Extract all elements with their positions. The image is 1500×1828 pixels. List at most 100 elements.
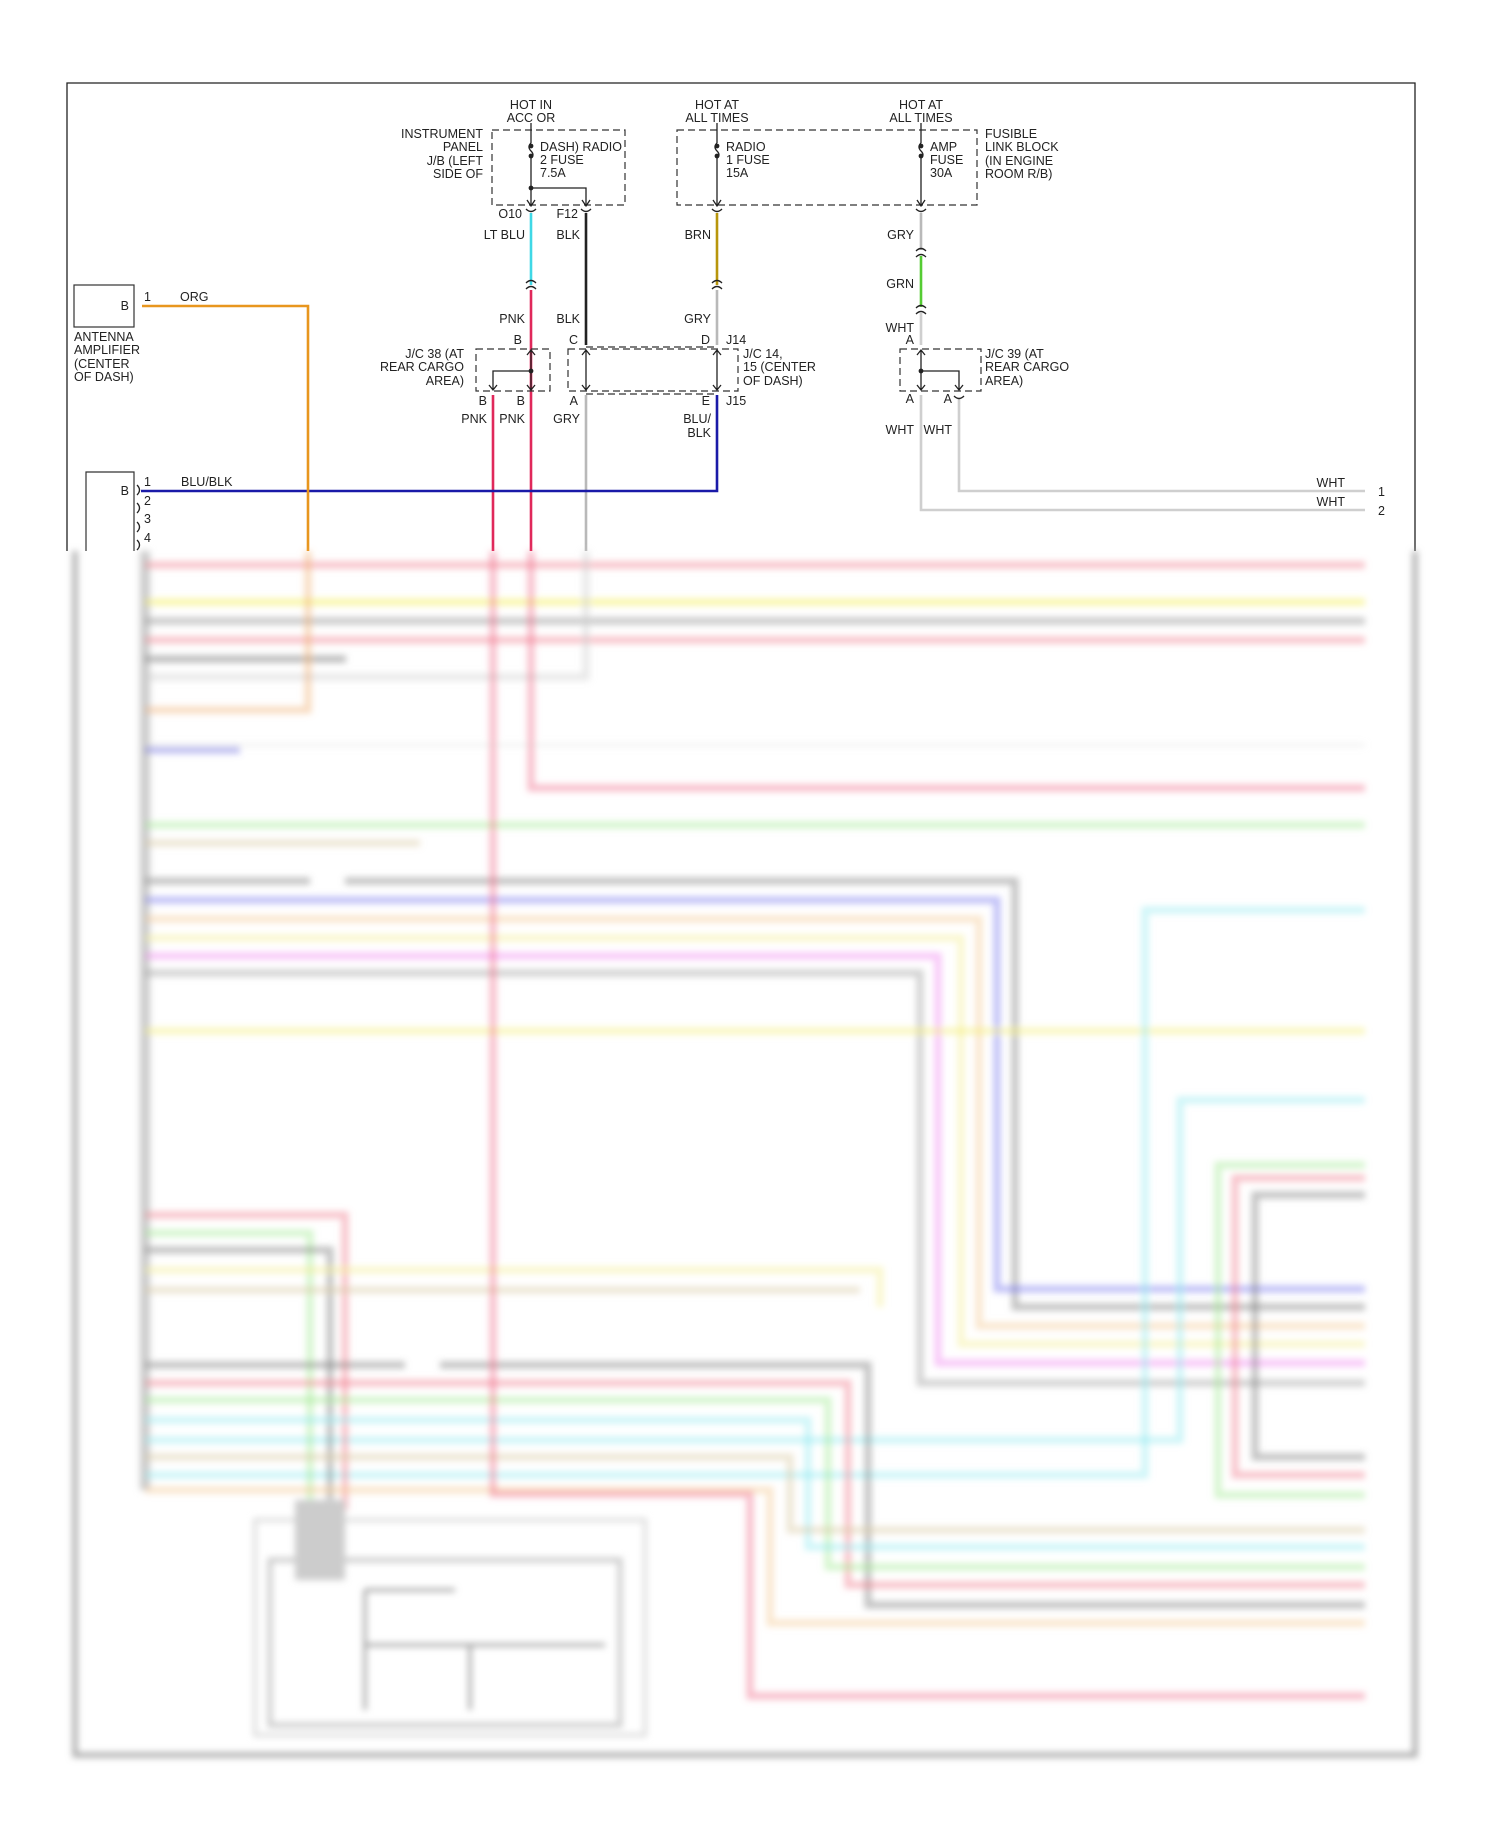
wires-top xyxy=(141,213,1365,551)
svg-text:GRY: GRY xyxy=(553,412,581,426)
svg-text:FUSIBLE: FUSIBLE xyxy=(985,127,1037,141)
wire-org xyxy=(142,304,310,551)
svg-text:1 FUSE: 1 FUSE xyxy=(726,153,770,167)
antenna-amplifier: B 1 ANTENNA AMPLIFIER (CENTER OF DASH) xyxy=(73,284,151,384)
svg-text:WHT: WHT xyxy=(886,321,915,335)
wire-wht-out1 xyxy=(957,398,1365,493)
svg-text:B: B xyxy=(479,394,487,408)
arrow-icon xyxy=(526,199,591,208)
junction-connector-39: J/C 39 (AT REAR CARGO AREA) A A A xyxy=(899,333,1069,406)
svg-text:C: C xyxy=(569,333,578,347)
svg-text:E: E xyxy=(702,394,710,408)
svg-text:BLK: BLK xyxy=(556,228,580,242)
svg-text:ALL TIMES: ALL TIMES xyxy=(685,111,748,125)
junction-connector-38: J/C 38 (AT REAR CARGO AREA) B B B xyxy=(380,333,551,408)
connector-icon xyxy=(711,208,927,213)
svg-text:ORG: ORG xyxy=(180,290,208,304)
svg-text:(CENTER: (CENTER xyxy=(74,357,130,371)
svg-text:LT BLU: LT BLU xyxy=(484,228,525,242)
svg-text:AMPLIFIER: AMPLIFIER xyxy=(74,343,140,357)
svg-text:WHT: WHT xyxy=(1317,476,1346,490)
diagram-frame xyxy=(66,82,1416,551)
svg-text:ALL TIMES: ALL TIMES xyxy=(889,111,952,125)
junction-connector-14-15: J/C 14, 15 (CENTER OF DASH) C D J14 A E … xyxy=(567,333,816,408)
svg-text:B: B xyxy=(121,484,129,498)
svg-text:1: 1 xyxy=(144,475,151,489)
instrument-panel-jb: INSTRUMENT PANEL J/B (LEFT SIDE OF DASH)… xyxy=(401,123,626,221)
svg-text:OF DASH): OF DASH) xyxy=(74,370,134,384)
svg-text:(IN ENGINE: (IN ENGINE xyxy=(985,154,1053,168)
svg-text:HOT AT: HOT AT xyxy=(899,98,943,112)
svg-text:PNK: PNK xyxy=(499,412,525,426)
svg-text:4: 4 xyxy=(144,531,151,545)
svg-text:OF DASH): OF DASH) xyxy=(743,374,803,388)
svg-text:HOT IN: HOT IN xyxy=(510,98,552,112)
svg-text:PANEL: PANEL xyxy=(443,140,483,154)
svg-text:A: A xyxy=(944,392,953,406)
svg-text:BLK: BLK xyxy=(687,426,711,440)
svg-text:WHT: WHT xyxy=(924,423,953,437)
inline-connector-icon xyxy=(525,247,927,315)
svg-text:PNK: PNK xyxy=(461,412,487,426)
power-label-acc: HOT IN ACC OR xyxy=(507,98,556,125)
svg-text:B: B xyxy=(517,394,525,408)
svg-text:REAR CARGO: REAR CARGO xyxy=(985,360,1069,374)
wire-blu-blk xyxy=(141,395,719,493)
svg-text:FUSE: FUSE xyxy=(930,153,963,167)
svg-text:BLU/BLK: BLU/BLK xyxy=(181,475,233,489)
connector-b-component: B 1 2 3 4 xyxy=(85,471,151,551)
svg-text:7.5A: 7.5A xyxy=(540,166,566,180)
svg-text:15A: 15A xyxy=(726,166,749,180)
svg-text:REAR CARGO: REAR CARGO xyxy=(380,360,464,374)
svg-text:D: D xyxy=(701,333,710,347)
svg-text:J/C 39 (AT: J/C 39 (AT xyxy=(985,347,1044,361)
svg-text:BLK: BLK xyxy=(556,312,580,326)
svg-text:ANTENNA: ANTENNA xyxy=(74,330,134,344)
svg-text:30A: 30A xyxy=(930,166,953,180)
output-pin-1: 1 xyxy=(1378,485,1385,499)
svg-text:GRY: GRY xyxy=(887,228,915,242)
power-label-all-times-radio: HOT AT ALL TIMES xyxy=(685,98,748,125)
svg-text:J/B (LEFT: J/B (LEFT xyxy=(427,154,484,168)
svg-text:HOT AT: HOT AT xyxy=(695,98,739,112)
svg-text:2: 2 xyxy=(144,494,151,508)
svg-text:A: A xyxy=(570,394,579,408)
svg-text:GRN: GRN xyxy=(886,277,914,291)
svg-text:J/C 14,: J/C 14, xyxy=(743,347,783,361)
svg-text:J14: J14 xyxy=(726,333,746,347)
fusible-link-block: FUSIBLE LINK BLOCK (IN ENGINE ROOM R/B) … xyxy=(676,123,1059,213)
svg-text:J/C 38 (AT: J/C 38 (AT xyxy=(405,347,464,361)
svg-text:ROOM R/B): ROOM R/B) xyxy=(985,167,1052,181)
svg-text:DASH) RADIO: DASH) RADIO xyxy=(540,140,622,154)
svg-text:RADIO: RADIO xyxy=(726,140,766,154)
svg-text:1: 1 xyxy=(144,290,151,304)
svg-text:AREA): AREA) xyxy=(426,374,464,388)
svg-text:B: B xyxy=(514,333,522,347)
power-label-all-times-amp: HOT AT ALL TIMES xyxy=(889,98,952,125)
svg-text:B: B xyxy=(121,299,129,313)
svg-text:2 FUSE: 2 FUSE xyxy=(540,153,584,167)
svg-text:PNK: PNK xyxy=(499,312,525,326)
svg-text:BLU/: BLU/ xyxy=(683,412,711,426)
svg-text:A: A xyxy=(906,392,915,406)
svg-text:AREA): AREA) xyxy=(985,374,1023,388)
svg-text:O10: O10 xyxy=(498,207,522,221)
obscured-lower-diagram xyxy=(72,551,1418,1758)
svg-text:SIDE OF: SIDE OF xyxy=(433,167,483,181)
svg-text:WHT: WHT xyxy=(1317,495,1346,509)
svg-text:WHT: WHT xyxy=(886,423,915,437)
svg-text:ACC OR: ACC OR xyxy=(507,111,556,125)
svg-text:LINK BLOCK: LINK BLOCK xyxy=(985,140,1059,154)
output-pin-2: 2 xyxy=(1378,504,1385,518)
svg-text:A: A xyxy=(906,333,915,347)
wire-labels: LT BLU BLK BRN GRY GRN PNK BLK GRY WHT P… xyxy=(180,228,1385,518)
svg-text:INSTRUMENT: INSTRUMENT xyxy=(401,127,483,141)
svg-text:AMP: AMP xyxy=(930,140,957,154)
wire-wht-out2 xyxy=(919,395,1365,512)
svg-text:3: 3 xyxy=(144,512,151,526)
svg-text:15 (CENTER: 15 (CENTER xyxy=(743,360,816,374)
svg-text:J15: J15 xyxy=(726,394,746,408)
svg-text:F12: F12 xyxy=(556,207,578,221)
svg-text:GRY: GRY xyxy=(684,312,712,326)
